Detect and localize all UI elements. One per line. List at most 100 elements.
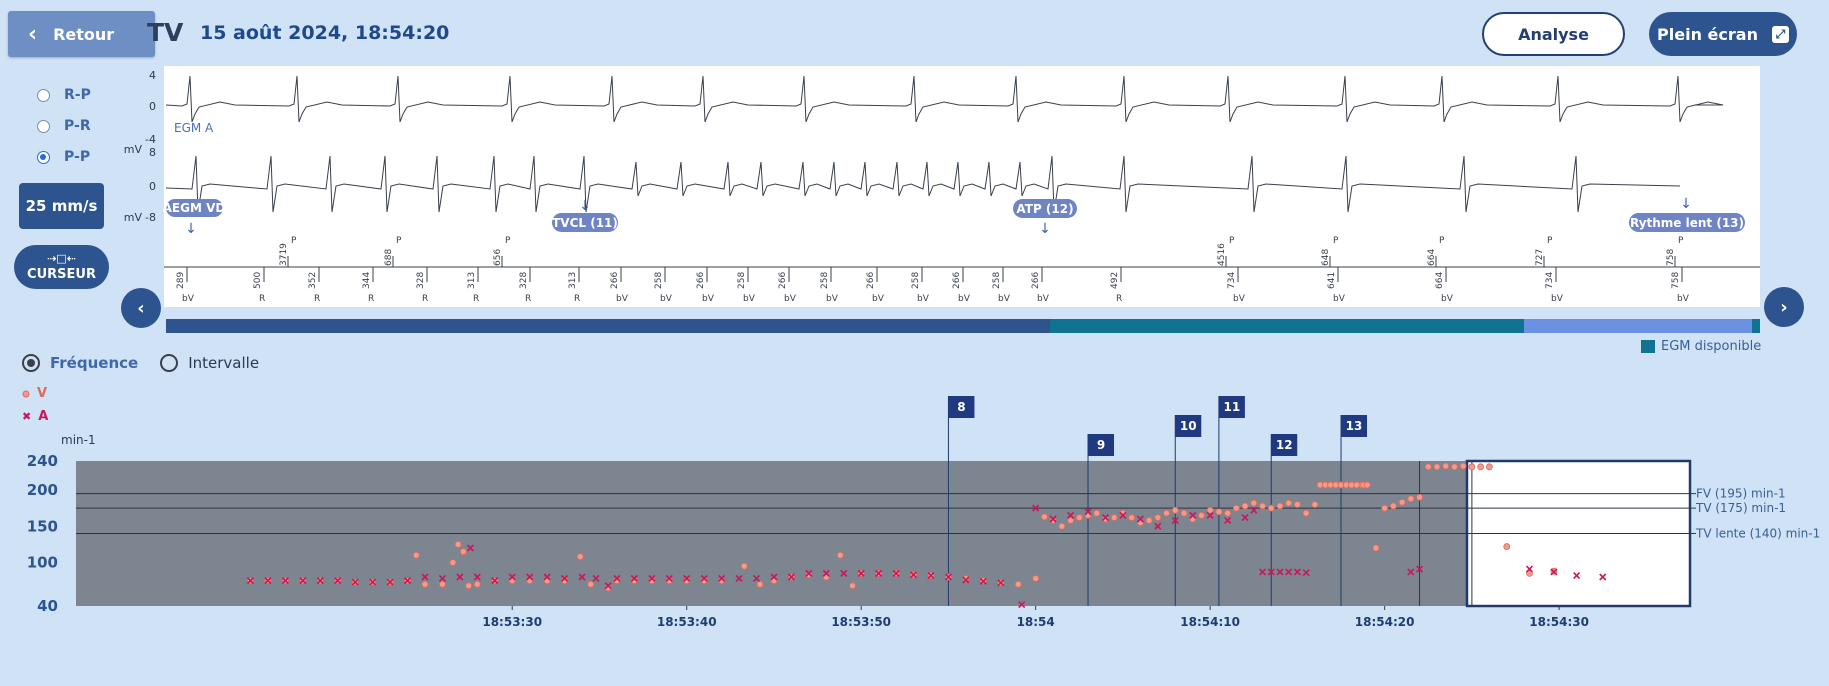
v-marker-symbol: bV [784,294,797,304]
annotation-atp[interactable]: ATP (12) ↓ [1013,199,1077,237]
v-point [1267,504,1275,512]
a-point [1171,516,1179,525]
v-marker-channel: 289 bV 500 R 352 R 344 R 328 R 313 R 328 R 313 R 266 bV 25… [176,267,1690,304]
p-marker-symbol: P [1333,236,1339,246]
a-point [840,569,848,577]
episode-marker-flag[interactable] [1341,415,1368,437]
annotation-tvcl[interactable]: TVCL (11) ↓ [552,198,618,232]
v-marker-symbol: R [314,294,320,304]
p-marker-symbol: P [291,236,297,246]
arrow-down-icon: ↓ [185,221,197,237]
v-point [1058,522,1066,530]
annotation-aegm-vd[interactable]: AEGM VD ↓ [163,199,226,237]
next-page-button[interactable]: › [1764,287,1804,327]
mode-intervalle-label[interactable]: Intervalle [188,354,260,372]
prev-page-button[interactable]: ‹ [121,288,161,328]
a-point [1599,573,1607,581]
a-point [403,577,412,585]
x-tick-label: 18:54:10 [1180,615,1240,629]
cursor-button[interactable]: ⇢□⇠ CURSEUR [14,245,109,289]
v-point [1407,495,1415,503]
a-point [578,573,586,581]
episode-marker-label: 9 [1097,438,1105,452]
v-marker-symbol: bV [998,294,1011,304]
radio-intervalle[interactable] [160,354,179,372]
a-point [1154,522,1162,530]
v-point [1372,544,1380,552]
timeline-viewport[interactable] [1524,319,1752,333]
episode-marker-flag[interactable] [948,396,975,418]
a-point [613,574,621,583]
a-point [246,577,255,585]
v-point [1416,493,1423,501]
v-point [1014,580,1022,588]
egm-a-label: EGM A [174,121,214,135]
a-point [1293,568,1301,576]
v-marker-symbol: R [574,294,580,304]
analyse-button[interactable]: Analyse [1482,12,1625,56]
a-point [1407,568,1415,576]
v-marker-value: 258 [820,272,830,289]
analyse-button-label: Analyse [1518,24,1589,44]
a-point [1018,600,1026,609]
episode-marker-flag[interactable] [1218,396,1245,418]
annotation-rythme-lent[interactable]: Rythme lent (13) ↓ [1629,196,1745,232]
v-point [962,575,970,582]
v-point [1102,515,1109,523]
a-point [909,571,918,579]
v-marker-value: 492 [1110,272,1120,289]
v-marker-value: 734 [1227,272,1237,289]
v-marker-value: 258 [737,272,747,289]
interval-mode-p-p[interactable]: P-P [37,149,90,165]
x-axis: 18:53:30 18:53:40 18:53:50 18:54 18:54:10 18:… [482,606,1589,629]
v-point [1075,514,1083,521]
a-point [1049,515,1057,523]
v-point [1206,506,1214,514]
a-point [1119,511,1127,519]
fullscreen-button-label: Plein écran [1657,24,1758,44]
legend-v-label: V [37,386,48,401]
a-point [508,573,516,581]
egm-v-unit: mV [124,211,143,224]
zone-label: FV (195) min-1 [1696,487,1786,501]
zone-labels: FV (195) min-1TV (175) min-1 TV lente (14… [1690,487,1820,541]
radio-r-p[interactable] [37,88,50,102]
v-marker-value: 266 [778,272,788,289]
a-point [1250,506,1258,514]
a-point [543,573,551,581]
a-point [1415,565,1424,573]
v-point [1163,509,1170,517]
v-point [1468,463,1476,471]
interval-mode-p-r[interactable]: P-R [37,118,91,134]
v-marker-symbol: bV [1677,294,1690,304]
a-point [264,577,272,585]
a-point [1276,568,1284,576]
episode-marker-flag[interactable] [1175,415,1202,437]
v-point [1145,517,1153,524]
legend-v: V [22,386,47,401]
radio-frequence[interactable] [22,354,40,372]
legend-a: ✖ A [22,409,48,424]
x-tick-label: 18:53:30 [482,615,542,629]
v-point [1198,511,1205,519]
a-point [526,573,534,581]
v-marker-symbol: R [368,294,374,304]
p-marker-value: 4516 [1217,243,1227,266]
radio-p-r[interactable] [37,119,50,133]
fullscreen-button[interactable]: Plein écran ⤢ [1649,12,1797,56]
radio-p-p[interactable] [37,150,50,164]
a-point [299,577,307,585]
interval-mode-r-p[interactable]: R-P [37,87,91,103]
v-marker-symbol: bV [958,294,971,304]
speed-button[interactable]: 25 mm/s [19,183,104,229]
episode-marker-flag[interactable] [1271,434,1298,456]
mode-frequence-label[interactable]: Fréquence [50,354,139,372]
episode-marker-flag[interactable] [1088,434,1115,456]
a-point [1258,568,1267,576]
a-point [1206,511,1214,519]
a-point [560,574,569,583]
back-button[interactable]: ‹ Retour [8,11,155,57]
x-tick-label: 18:53:50 [831,615,891,629]
x-tick-label: 18:54 [1017,615,1055,629]
